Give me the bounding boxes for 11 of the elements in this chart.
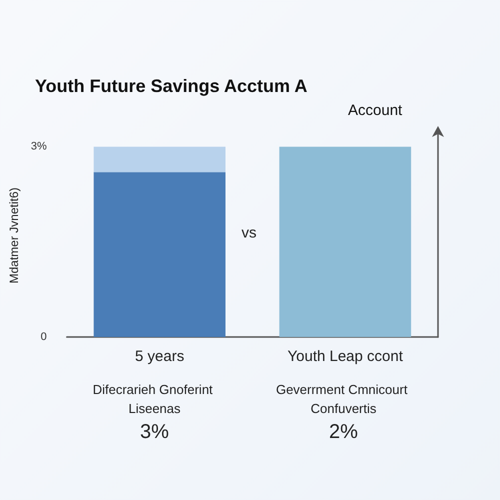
text: Difecrarieh Gnoferint Liseenas — [92, 382, 216, 416]
x-tick-label: Youth Leap ccont — [288, 348, 404, 365]
y-tick-label: 0 — [40, 331, 47, 343]
text: Geverrment Cmnicourt Confuvertis — [276, 382, 412, 416]
text: 3% — [140, 421, 170, 443]
y-axis-title: Mdatmer Jvnetit6) — [7, 187, 21, 284]
x-tick-label: 5 years — [134, 348, 184, 365]
chart-subtitle: Account — [348, 102, 404, 119]
text: 2% — [329, 421, 358, 443]
chart-title: Youth Future Savings Acctum A — [35, 76, 308, 96]
annotation: vs — [242, 224, 256, 242]
